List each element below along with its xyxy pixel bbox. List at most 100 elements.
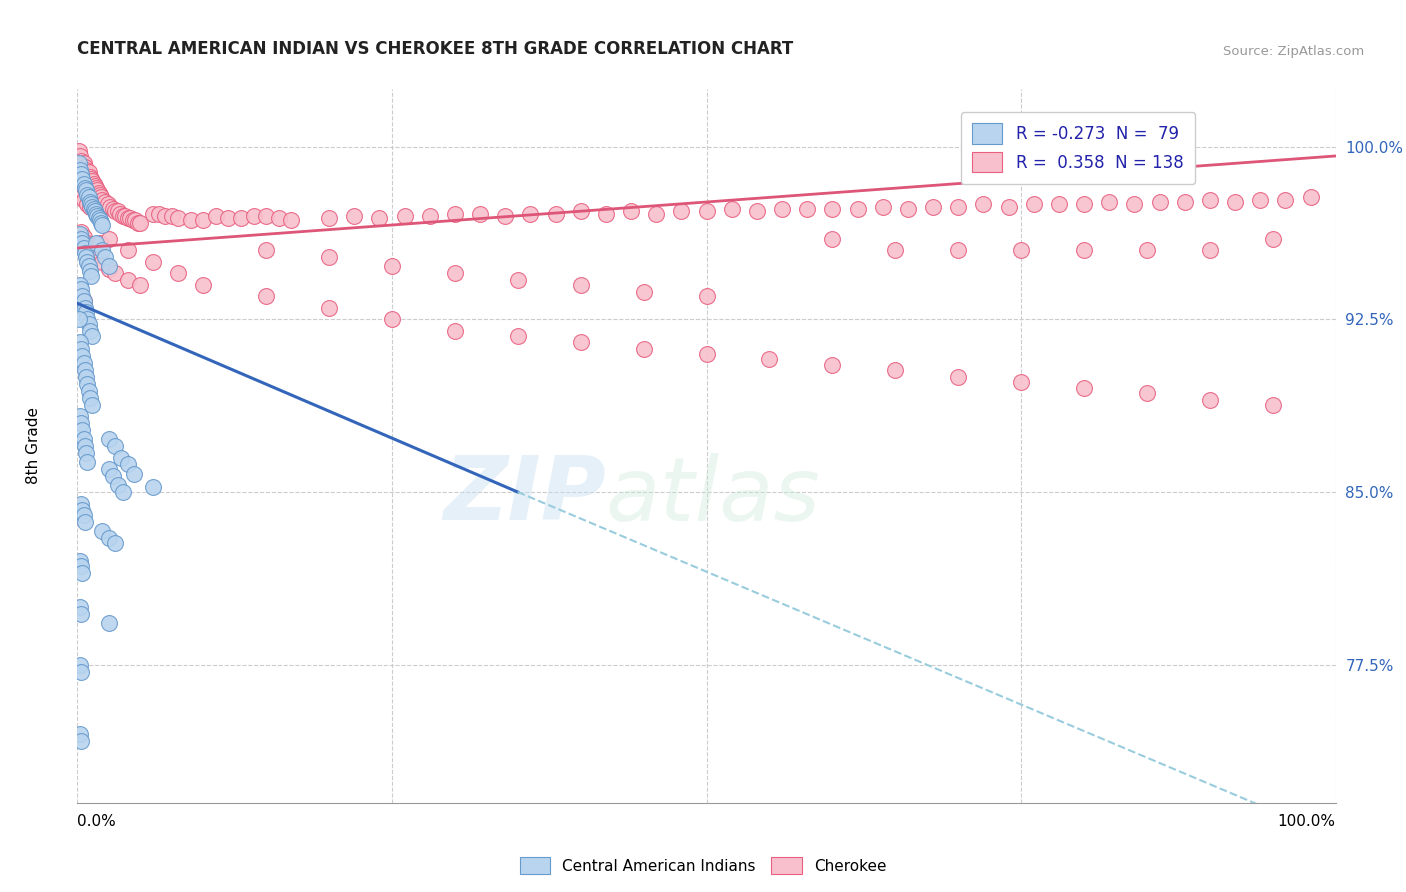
- Point: [91, 244, 114, 258]
- Point: [80, 197, 103, 211]
- Point: [69, 409, 91, 423]
- Point: [1010, 375, 1032, 389]
- Point: [1073, 244, 1095, 258]
- Point: [84, 181, 107, 195]
- Point: [76, 255, 98, 269]
- Point: [72, 172, 94, 186]
- Point: [1073, 197, 1095, 211]
- Point: [91, 193, 114, 207]
- Point: [110, 450, 132, 465]
- Legend: R = -0.273  N =  79, R =  0.358  N = 138: R = -0.273 N = 79, R = 0.358 N = 138: [960, 112, 1195, 184]
- Point: [1136, 386, 1159, 401]
- Point: [80, 268, 103, 283]
- Point: [468, 206, 491, 220]
- Point: [72, 236, 94, 251]
- Point: [72, 241, 94, 255]
- Point: [79, 391, 101, 405]
- Point: [73, 301, 96, 315]
- Point: [79, 241, 101, 255]
- Point: [90, 216, 112, 230]
- Text: ZIP: ZIP: [443, 452, 606, 540]
- Point: [519, 206, 541, 220]
- Point: [897, 202, 920, 216]
- Point: [1261, 232, 1284, 246]
- Point: [770, 202, 793, 216]
- Point: [72, 193, 94, 207]
- Point: [1274, 193, 1296, 207]
- Point: [69, 727, 91, 741]
- Point: [70, 733, 93, 747]
- Point: [633, 343, 655, 357]
- Point: [1174, 194, 1197, 209]
- Point: [82, 174, 104, 188]
- Point: [101, 202, 124, 216]
- Point: [72, 508, 94, 522]
- Point: [104, 439, 127, 453]
- Point: [107, 204, 129, 219]
- Point: [745, 204, 768, 219]
- Point: [83, 177, 105, 191]
- Point: [76, 376, 98, 391]
- Point: [104, 204, 127, 219]
- Point: [89, 188, 111, 202]
- Point: [129, 216, 152, 230]
- Point: [569, 204, 592, 219]
- Point: [1198, 193, 1220, 207]
- Point: [80, 172, 103, 186]
- Point: [884, 363, 907, 377]
- Point: [948, 244, 970, 258]
- Point: [69, 657, 91, 672]
- Point: [76, 312, 98, 326]
- Point: [142, 480, 165, 494]
- Point: [117, 244, 139, 258]
- Point: [72, 349, 94, 363]
- Point: [368, 211, 391, 226]
- Point: [86, 184, 108, 198]
- Point: [69, 554, 91, 568]
- Point: [72, 190, 94, 204]
- Point: [67, 145, 90, 159]
- Point: [117, 211, 139, 226]
- Point: [101, 469, 124, 483]
- Point: [506, 273, 529, 287]
- Point: [444, 206, 467, 220]
- Point: [69, 335, 91, 350]
- Point: [191, 213, 215, 227]
- Point: [94, 194, 117, 209]
- Point: [821, 359, 844, 373]
- Point: [69, 277, 91, 292]
- Point: [70, 558, 93, 573]
- Point: [1198, 392, 1220, 407]
- Point: [381, 260, 404, 274]
- Point: [69, 149, 91, 163]
- Point: [91, 218, 114, 232]
- Point: [633, 285, 655, 299]
- Point: [318, 301, 340, 315]
- Point: [494, 209, 516, 223]
- Point: [75, 184, 97, 198]
- Point: [97, 616, 120, 631]
- Point: [1047, 197, 1070, 211]
- Point: [75, 370, 97, 384]
- Point: [91, 524, 114, 538]
- Point: [97, 261, 120, 276]
- Point: [91, 255, 114, 269]
- Point: [720, 202, 742, 216]
- Point: [87, 211, 110, 226]
- Text: CENTRAL AMERICAN INDIAN VS CHEROKEE 8TH GRADE CORRELATION CHART: CENTRAL AMERICAN INDIAN VS CHEROKEE 8TH …: [77, 40, 793, 58]
- Point: [127, 216, 149, 230]
- Point: [948, 370, 970, 384]
- Point: [595, 206, 617, 220]
- Point: [758, 351, 780, 366]
- Point: [72, 229, 94, 244]
- Point: [267, 211, 290, 226]
- Point: [77, 260, 100, 274]
- Point: [1098, 194, 1121, 209]
- Point: [884, 244, 907, 258]
- Point: [77, 317, 100, 331]
- Point: [997, 200, 1019, 214]
- Point: [1223, 194, 1246, 209]
- Point: [104, 535, 127, 549]
- Point: [72, 423, 94, 437]
- Point: [142, 206, 165, 220]
